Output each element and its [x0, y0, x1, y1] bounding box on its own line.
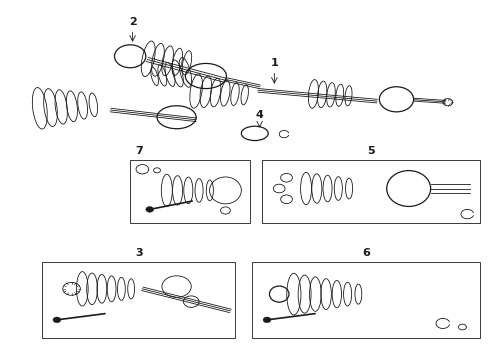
Bar: [262, 160, 480, 223]
Circle shape: [263, 317, 271, 323]
Text: 1: 1: [270, 58, 278, 68]
Text: 3: 3: [135, 248, 143, 258]
Text: 6: 6: [362, 248, 370, 258]
Text: 2: 2: [129, 17, 137, 27]
Text: 5: 5: [367, 146, 375, 156]
Bar: [42, 262, 235, 338]
Text: 7: 7: [135, 146, 143, 156]
Bar: [130, 160, 250, 223]
Bar: [252, 262, 480, 338]
Circle shape: [146, 207, 154, 212]
Text: 4: 4: [256, 110, 264, 120]
Circle shape: [53, 317, 61, 323]
